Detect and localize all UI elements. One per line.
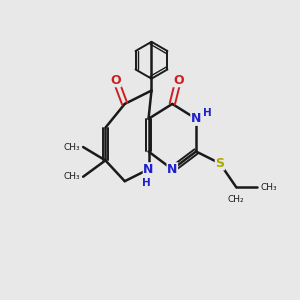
Text: CH₃: CH₃ <box>64 172 80 181</box>
Text: N: N <box>167 163 178 176</box>
Text: O: O <box>110 74 121 87</box>
Text: H: H <box>203 108 212 118</box>
Text: S: S <box>215 157 224 170</box>
Text: N: N <box>191 112 201 125</box>
Text: O: O <box>173 74 184 87</box>
Text: N: N <box>143 163 154 176</box>
Text: CH₂: CH₂ <box>228 196 244 205</box>
Text: H: H <box>142 178 151 188</box>
Text: CH₃: CH₃ <box>261 183 277 192</box>
Text: CH₃: CH₃ <box>64 142 80 152</box>
